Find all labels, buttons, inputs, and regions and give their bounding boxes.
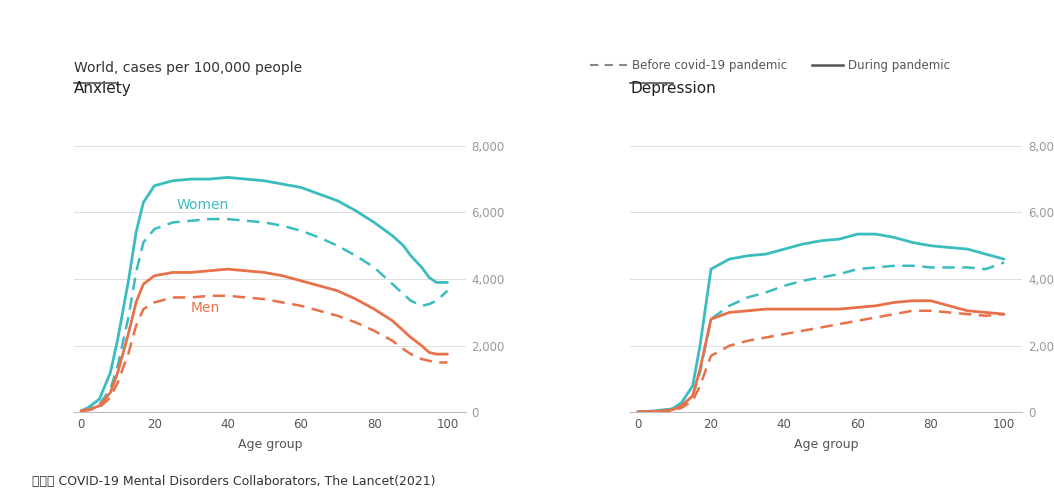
Text: During pandemic: During pandemic <box>848 59 951 72</box>
Text: Depression: Depression <box>630 80 716 96</box>
Text: Women: Women <box>176 198 229 212</box>
Text: Anxiety: Anxiety <box>74 80 132 96</box>
X-axis label: Age group: Age group <box>794 438 859 451</box>
Text: Men: Men <box>191 301 220 315</box>
Text: World, cases per 100,000 people: World, cases per 100,000 people <box>74 61 301 75</box>
Text: 자료： COVID-19 Mental Disorders Collaborators, The Lancet(2021): 자료： COVID-19 Mental Disorders Collaborat… <box>32 475 435 488</box>
Text: Before covid-19 pandemic: Before covid-19 pandemic <box>632 59 787 72</box>
X-axis label: Age group: Age group <box>237 438 302 451</box>
